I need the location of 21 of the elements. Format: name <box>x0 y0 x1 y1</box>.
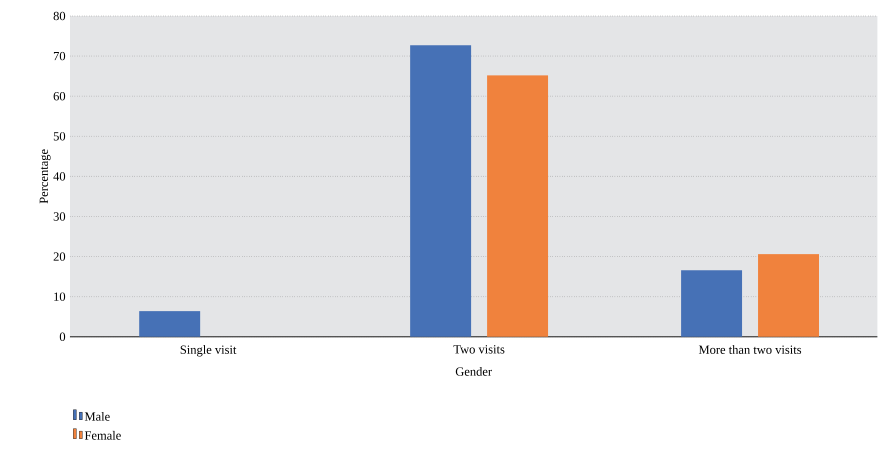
y-tick-label: 30 <box>54 212 66 221</box>
y-tick-label: 70 <box>54 52 66 60</box>
legend-label: Female <box>84 431 121 440</box>
bar <box>410 45 472 337</box>
x-tick-label: Single visit <box>180 345 236 357</box>
y-tick-label: 50 <box>54 132 66 141</box>
bar <box>758 254 820 337</box>
x-tick-label: More than two visits <box>698 345 802 354</box>
y-tick-label: 40 <box>53 172 66 181</box>
y-tick-label: 60 <box>54 92 66 101</box>
y-tick-label: 10 <box>54 292 66 302</box>
y-tick-label: 80 <box>54 12 66 20</box>
bar <box>487 75 548 337</box>
y-tick-label: 0 <box>60 332 66 342</box>
x-axis-title: Gender <box>456 367 492 376</box>
bar <box>139 311 200 337</box>
x-tick-label: Two visits <box>454 345 504 354</box>
y-axis-title: Percentage <box>40 150 51 204</box>
bar <box>681 270 742 337</box>
legend-label: Male <box>84 412 110 421</box>
y-tick-label: 20 <box>54 252 66 261</box>
